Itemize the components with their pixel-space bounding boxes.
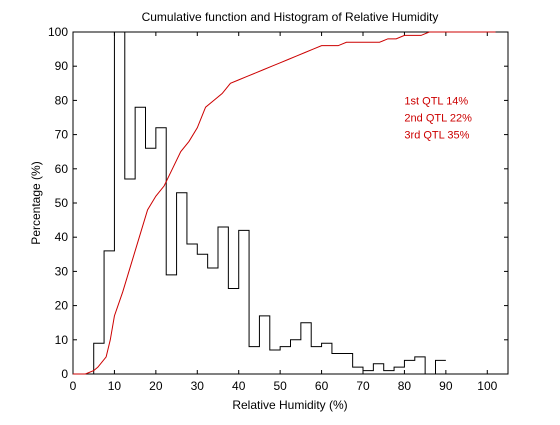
y-tick-label-7: 70 xyxy=(55,128,69,142)
annotations: 1st QTL 14% 2nd QTL 22% 3rd QTL 35% xyxy=(404,95,472,141)
x-tick-label-4: 40 xyxy=(232,379,246,393)
y-tick-label-5: 50 xyxy=(55,196,69,210)
x-tick-label-6: 60 xyxy=(315,379,329,393)
x-tick-label-0: 0 xyxy=(70,379,77,393)
x-tick-label-9: 90 xyxy=(439,379,453,393)
x-tick-label-2: 20 xyxy=(149,379,163,393)
x-tick-label-1: 10 xyxy=(108,379,122,393)
chart-title: Cumulative function and Histogram of Rel… xyxy=(142,10,439,24)
x-tick-label-8: 80 xyxy=(398,379,412,393)
x-tick-label-3: 30 xyxy=(191,379,205,393)
y-tick-label-6: 60 xyxy=(55,162,69,176)
y-tick-label-4: 40 xyxy=(55,230,69,244)
y-tick-label-1: 10 xyxy=(55,333,69,347)
quantile-annotation-3: 3rd QTL 35% xyxy=(404,130,469,142)
y-axis-label: Percentage (%) xyxy=(29,161,43,244)
y-tick-label-3: 30 xyxy=(55,264,69,278)
y-tick-label-10: 100 xyxy=(48,25,68,39)
quantile-annotation-2: 2nd QTL 22% xyxy=(404,113,472,125)
x-axis-label: Relative Humidity (%) xyxy=(232,398,347,412)
x-tick-label-10: 100 xyxy=(477,379,497,393)
y-tick-label-8: 80 xyxy=(55,93,69,107)
plot-frame xyxy=(72,31,509,375)
x-tick-label-5: 50 xyxy=(273,379,287,393)
cumulative-series xyxy=(73,31,496,375)
y-tick-labels: 0 10 20 30 40 50 60 70 80 90 100 xyxy=(48,25,68,381)
x-tick-label-7: 70 xyxy=(356,379,370,393)
y-tick-label-9: 90 xyxy=(55,59,69,73)
y-tick-label-0: 0 xyxy=(61,367,68,381)
quantile-annotation-1: 1st QTL 14% xyxy=(404,95,468,107)
y-tick-label-2: 20 xyxy=(55,299,69,313)
histogram-series xyxy=(73,31,446,375)
x-tick-labels: 0 10 20 30 40 50 60 70 80 90 100 xyxy=(70,379,498,393)
